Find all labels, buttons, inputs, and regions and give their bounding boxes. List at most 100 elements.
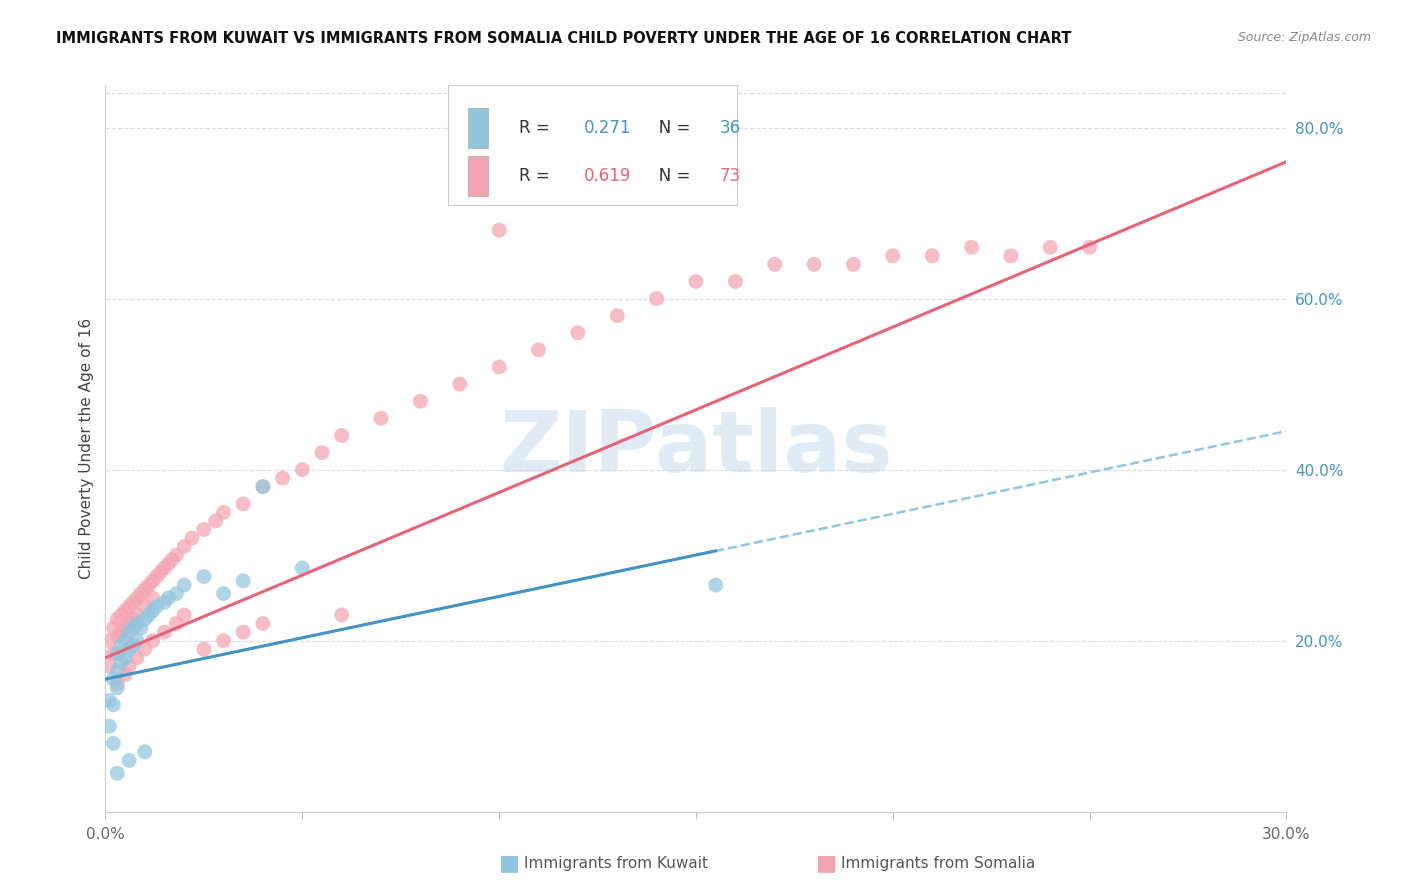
Point: [110, 655, 132, 669]
Point: [103, 698, 125, 712]
Point: [193, 569, 215, 583]
Point: [921, 249, 943, 263]
Point: [173, 578, 195, 592]
Point: [165, 616, 187, 631]
Point: [138, 607, 160, 622]
Point: [114, 668, 136, 682]
Point: [311, 445, 333, 459]
Point: [165, 548, 187, 562]
Point: [409, 394, 432, 409]
Text: IMMIGRANTS FROM KUWAIT VS IMMIGRANTS FROM SOMALIA CHILD POVERTY UNDER THE AGE OF: IMMIGRANTS FROM KUWAIT VS IMMIGRANTS FRO…: [56, 31, 1071, 46]
Point: [252, 480, 274, 494]
Point: [129, 587, 152, 601]
Point: [1039, 240, 1062, 254]
Y-axis label: Child Poverty Under the Age of 16: Child Poverty Under the Age of 16: [79, 318, 94, 579]
Point: [232, 625, 254, 640]
Point: [291, 561, 314, 575]
Text: Immigrants from Somalia: Immigrants from Somalia: [841, 856, 1035, 871]
Point: [134, 582, 156, 597]
Point: [114, 650, 136, 665]
Text: N =: N =: [643, 167, 696, 185]
Text: ■: ■: [499, 854, 520, 873]
Point: [125, 616, 148, 631]
Point: [165, 587, 187, 601]
Text: 0.619: 0.619: [583, 167, 631, 185]
Point: [142, 574, 165, 588]
Point: [212, 505, 235, 519]
Point: [173, 607, 195, 622]
Point: [157, 591, 180, 605]
Point: [145, 569, 167, 583]
Point: [103, 736, 125, 750]
Point: [330, 428, 353, 442]
Point: [157, 557, 180, 571]
Point: [105, 612, 128, 626]
Point: [606, 309, 628, 323]
Point: [291, 462, 314, 476]
Point: [125, 650, 148, 665]
Point: [134, 745, 156, 759]
Point: [153, 625, 176, 640]
Point: [105, 647, 128, 661]
Point: [118, 616, 141, 631]
Point: [232, 497, 254, 511]
Point: [138, 578, 160, 592]
Point: [142, 633, 165, 648]
Point: [110, 638, 132, 652]
Point: [122, 621, 145, 635]
Point: [204, 514, 226, 528]
Point: [232, 574, 254, 588]
Text: Source: ZipAtlas.com: Source: ZipAtlas.com: [1237, 31, 1371, 45]
Point: [125, 591, 148, 605]
Point: [181, 531, 204, 545]
Point: [488, 223, 510, 237]
Point: [153, 561, 176, 575]
Point: [105, 681, 128, 695]
Point: [252, 616, 274, 631]
Point: [488, 359, 510, 374]
Text: 73: 73: [720, 167, 741, 185]
Point: [118, 599, 141, 614]
Text: ■: ■: [815, 854, 837, 873]
Point: [118, 753, 141, 767]
Point: [125, 607, 148, 622]
Point: [153, 595, 176, 609]
Point: [134, 642, 156, 657]
Point: [125, 633, 148, 648]
Point: [763, 257, 786, 271]
Point: [803, 257, 825, 271]
Point: [142, 604, 165, 618]
Text: 36: 36: [720, 119, 741, 136]
Point: [110, 607, 132, 622]
Point: [145, 599, 167, 614]
Point: [118, 625, 141, 640]
Point: [370, 411, 392, 425]
Point: [105, 766, 128, 780]
FancyBboxPatch shape: [468, 108, 488, 148]
Point: [122, 638, 145, 652]
Point: [118, 642, 141, 657]
Point: [685, 275, 707, 289]
Point: [103, 672, 125, 686]
Point: [704, 578, 727, 592]
Point: [252, 480, 274, 494]
Point: [103, 647, 125, 661]
Point: [162, 552, 184, 566]
Text: ZIPatlas: ZIPatlas: [499, 407, 893, 490]
Text: R =: R =: [519, 167, 555, 185]
Point: [193, 642, 215, 657]
Point: [449, 377, 471, 392]
Point: [134, 612, 156, 626]
Point: [122, 612, 145, 626]
Point: [98, 633, 121, 648]
FancyBboxPatch shape: [468, 156, 488, 195]
Point: [212, 633, 235, 648]
Point: [118, 659, 141, 673]
Point: [105, 629, 128, 643]
Point: [105, 676, 128, 690]
Text: R =: R =: [519, 119, 555, 136]
Point: [842, 257, 865, 271]
Point: [98, 719, 121, 733]
Point: [103, 621, 125, 635]
Point: [149, 566, 172, 580]
